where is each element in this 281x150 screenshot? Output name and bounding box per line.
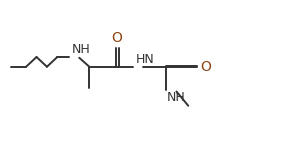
Text: NH: NH [167,91,186,104]
Text: O: O [111,31,122,45]
Text: O: O [200,60,211,74]
Text: HN: HN [135,53,154,66]
Text: NH: NH [72,43,91,56]
